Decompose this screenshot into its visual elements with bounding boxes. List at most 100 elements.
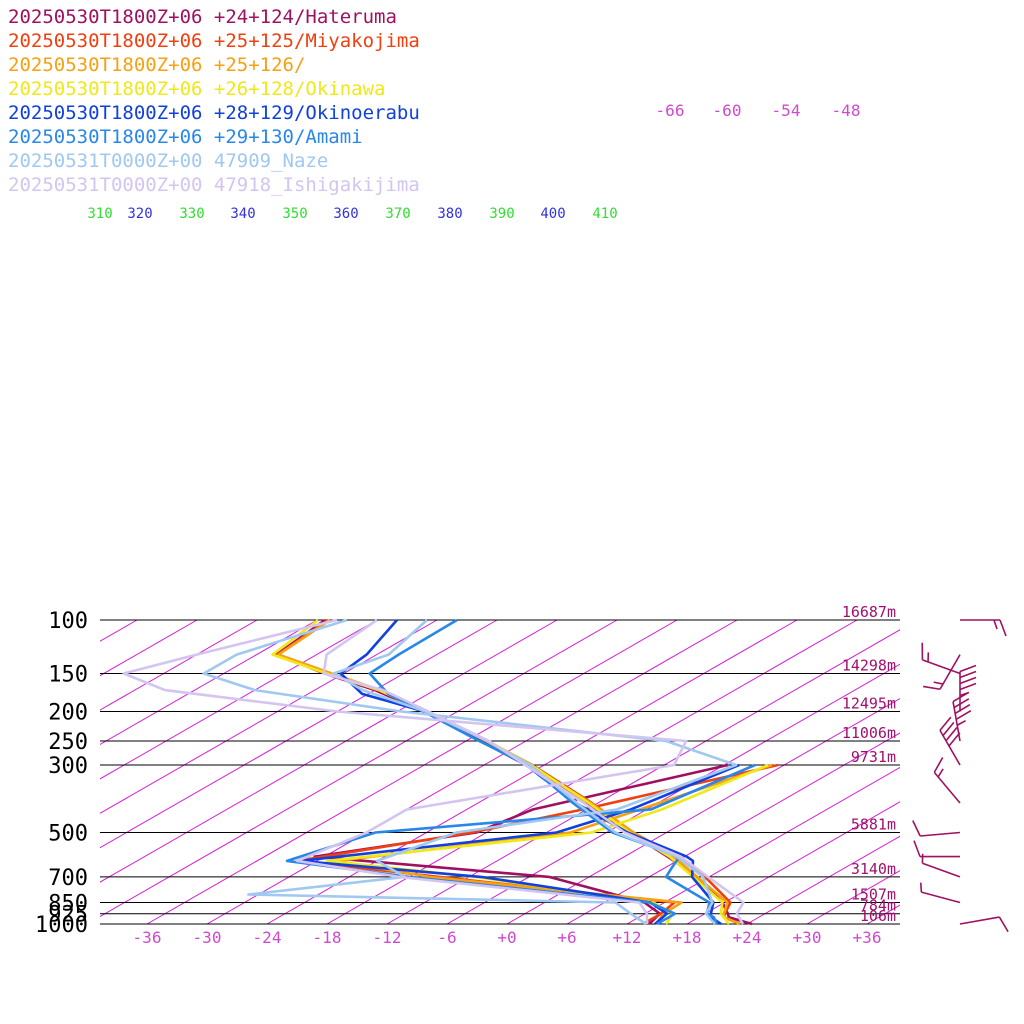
isotherm-line xyxy=(100,619,198,677)
isotherm-line xyxy=(506,698,900,924)
temperature-tick-label: +36 xyxy=(853,928,882,947)
theta-label: 380 xyxy=(437,206,462,222)
pressure-label: 500 xyxy=(48,821,88,846)
isotherm-line xyxy=(806,870,900,924)
temperature-profile xyxy=(275,618,753,926)
upper-temperature-label: -54 xyxy=(772,101,801,120)
isotherm-line xyxy=(266,619,798,924)
height-label: 784m xyxy=(860,897,896,915)
legend-entry: 20250530T1800Z+06 +28+129/Okinoerabu xyxy=(8,102,420,124)
theta-label: 350 xyxy=(282,206,307,222)
isotherm-line xyxy=(746,835,900,924)
temperature-tick-label: -24 xyxy=(253,928,282,947)
height-label: 3140m xyxy=(851,860,896,878)
theta-label: 410 xyxy=(592,206,617,222)
height-label: 106m xyxy=(860,907,896,925)
legend-entry: 20250530T1800Z+06 +26+128/Okinawa xyxy=(8,78,386,100)
isotherm-line xyxy=(386,629,900,924)
isotherm-line xyxy=(100,619,438,814)
wind-barb xyxy=(912,820,961,837)
isotherm-line xyxy=(100,619,318,746)
pressure-label: 250 xyxy=(48,730,88,755)
isotherm-line xyxy=(0,620,17,924)
temperature-tick-label: -30 xyxy=(193,928,222,947)
temperature-profile xyxy=(322,618,745,925)
isotherm-grid xyxy=(0,619,900,924)
pressure-label: 700 xyxy=(48,866,88,891)
isobar-lines xyxy=(100,619,900,925)
height-label: 5881m xyxy=(851,815,896,833)
theta-label: 400 xyxy=(540,206,565,222)
dewpoint-profile xyxy=(313,763,729,925)
temperature-profile xyxy=(271,618,731,925)
pressure-label: 300 xyxy=(48,754,88,779)
legend-entry: 20250531T0000Z+00 47909_Naze xyxy=(8,150,328,172)
temperature-tick-label: +24 xyxy=(733,928,762,947)
dewpoint-profile xyxy=(202,618,738,926)
wind-barb xyxy=(913,840,960,858)
isotherm-line xyxy=(100,619,618,918)
isotherm-line xyxy=(100,619,498,849)
wind-barb xyxy=(921,853,961,878)
wind-barbs xyxy=(912,619,1009,933)
temperature-tick-label: +30 xyxy=(793,928,822,947)
axis-labels: 100 16687m 150 14298m 200 12495m 250 11006m 300 9… xyxy=(35,101,896,947)
isotherm-line xyxy=(100,619,258,711)
wind-barb xyxy=(952,692,972,742)
temperature-tick-label: -18 xyxy=(313,928,342,947)
wind-barb xyxy=(960,619,1007,637)
theta-label: 340 xyxy=(230,206,255,222)
upper-temperature-label: -66 xyxy=(656,101,685,120)
upper-temperature-label: -48 xyxy=(832,101,861,120)
legend-entry: 20250530T1800Z+06 +29+130/Amami xyxy=(8,126,363,148)
legend: 20250530T1800Z+06 +24+124/Hateruma202505… xyxy=(8,6,420,196)
pressure-label: 200 xyxy=(48,701,88,726)
height-label: 1507m xyxy=(851,886,896,904)
theta-label: 360 xyxy=(333,206,358,222)
pressure-label: 100 xyxy=(48,609,88,634)
isotherm-line xyxy=(446,663,900,924)
wind-barb xyxy=(939,716,961,766)
wind-barb xyxy=(959,664,977,712)
wind-barb xyxy=(921,642,961,675)
theta-label: 370 xyxy=(385,206,410,222)
isotherm-line xyxy=(206,619,738,924)
isotherm-line xyxy=(100,619,378,780)
isotherm-line xyxy=(686,801,900,924)
upper-temperature-label: -60 xyxy=(713,101,742,120)
height-label: 11006m xyxy=(842,724,896,742)
pressure-label: 850 xyxy=(48,892,88,917)
pressure-label: 1000 xyxy=(35,913,88,938)
wind-barb xyxy=(923,654,961,691)
wind-barb xyxy=(919,882,961,904)
temperature-tick-label: -6 xyxy=(437,928,456,947)
temperature-tick-label: +18 xyxy=(673,928,702,947)
dewpoint-profile xyxy=(122,618,688,925)
isotherm-line xyxy=(146,619,678,924)
wind-barb xyxy=(959,916,1009,933)
legend-entry: 20250530T1800Z+06 +25+126/ xyxy=(8,54,305,76)
theta-label: 310 xyxy=(87,206,112,222)
isotherm-line xyxy=(626,766,900,924)
pressure-label: 150 xyxy=(48,663,88,688)
legend-entry: 20250530T1800Z+06 +25+125/Miyakojima xyxy=(8,30,420,52)
isotherm-line xyxy=(100,619,558,883)
pressure-label: 925 xyxy=(48,903,88,928)
temperature-tick-label: +12 xyxy=(613,928,642,947)
height-label: 12495m xyxy=(842,695,896,713)
theta-label: 320 xyxy=(127,206,152,222)
height-label: 9731m xyxy=(851,748,896,766)
theta-label: 390 xyxy=(489,206,514,222)
sounding-profiles xyxy=(122,618,779,926)
isotherm-line xyxy=(566,732,900,924)
legend-entry: 20250530T1800Z+06 +24+124/Hateruma xyxy=(8,6,397,28)
temperature-tick-label: -12 xyxy=(373,928,402,947)
height-label: 14298m xyxy=(842,657,896,675)
temperature-tick-label: +6 xyxy=(557,928,576,947)
temperature-tick-label: -36 xyxy=(133,928,162,947)
theta-label: 330 xyxy=(179,206,204,222)
legend-entry: 20250531T0000Z+00 47918_Ishigakijima xyxy=(8,174,420,196)
height-label: 16687m xyxy=(842,603,896,621)
temperature-tick-label: +0 xyxy=(497,928,516,947)
